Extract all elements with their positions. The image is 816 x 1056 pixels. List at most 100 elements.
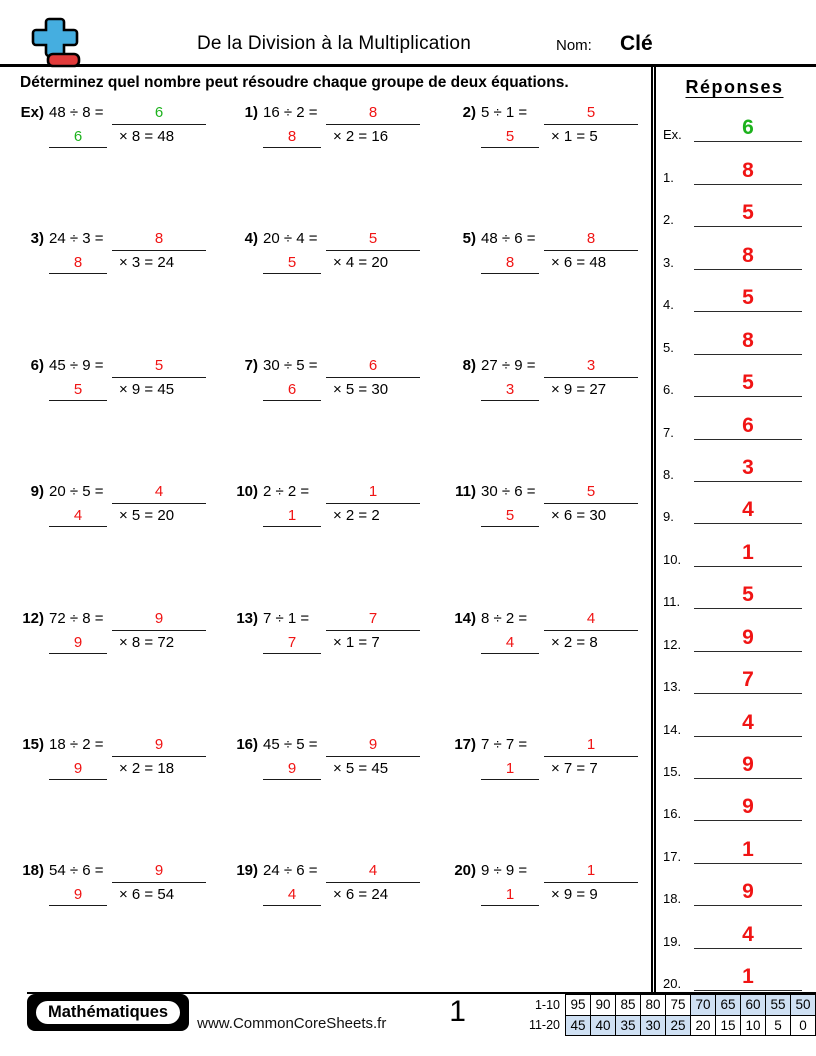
answer-top: 8: [112, 228, 206, 252]
name-value: Clé: [620, 32, 653, 55]
spacer: [432, 757, 476, 780]
problem: 7) 30 ÷ 5 = 6 6 × 5 = 30: [214, 355, 432, 481]
problem-label: 5): [462, 230, 476, 248]
answer-row-label: 7.: [663, 424, 674, 440]
spacer: [432, 251, 476, 274]
problem: 16) 45 ÷ 5 = 9 9 × 5 = 45: [214, 734, 432, 860]
multiplication-equation: × 3 = 24: [119, 254, 175, 272]
grading-cell: 80: [640, 994, 666, 1016]
answer-top: 9: [112, 608, 206, 631]
answer-line: 9: [694, 754, 802, 779]
problems-section: Déterminez quel nombre peut résoudre cha…: [0, 67, 651, 992]
answer-top: 5: [544, 481, 638, 505]
answer-row-label: 14.: [663, 721, 682, 737]
answer-top: 3: [544, 355, 638, 378]
spacer: [214, 757, 258, 780]
answer-line: 5: [694, 286, 802, 313]
division-equation: 16 ÷ 2 =: [263, 104, 318, 121]
answer-row: 5. 8: [663, 312, 806, 355]
answer-row: 6. 5: [663, 355, 806, 398]
grading-table: 1-10 95 90 85 80 75 70 65 60 55 50 11-20 45 40 35 30 25 2…: [529, 994, 816, 1036]
answers-title: Réponses: [685, 77, 784, 97]
website-text: www.CommonCoreSheets.fr: [197, 1015, 387, 1032]
problem-label: 7): [244, 356, 258, 374]
answer-line: 9: [694, 795, 802, 822]
answer-value: 5: [742, 286, 754, 310]
answer-row-label: 3.: [663, 254, 674, 270]
spacer: [214, 251, 258, 274]
spacer: [432, 125, 476, 148]
spacer: [214, 883, 258, 906]
problem: 8) 27 ÷ 9 = 3 3 × 9 = 27: [432, 355, 651, 481]
division-equation: 7 ÷ 1 =: [263, 609, 310, 627]
answers-panel: Réponses Ex. 6 1. 8 2. 5 3. 8 4. 5 5. 8 6. 5 7. 6 8. 3 9. 4…: [651, 67, 816, 992]
grading-row-label: 1-10: [534, 997, 560, 1012]
answer-row: 14. 4: [663, 694, 806, 737]
answer-bottom: 9: [49, 632, 107, 654]
problem: 20) 9 ÷ 9 = 1 1 × 9 = 9: [432, 860, 651, 986]
footer: Mathématiques www.CommonCoreSheets.fr 1 …: [27, 992, 816, 1056]
answer-row: 12. 9: [663, 609, 806, 652]
answer-top: 4: [326, 860, 420, 884]
spacer: [0, 378, 44, 401]
answer-bottom: 1: [481, 884, 539, 907]
problem-label: 2): [462, 104, 476, 121]
answer-bottom: 6: [49, 126, 107, 148]
multiplication-equation: × 5 = 20: [119, 507, 175, 525]
answer-bottom: 5: [263, 252, 321, 275]
multiplication-equation: × 5 = 30: [333, 380, 389, 398]
answer-value: 5: [742, 371, 754, 395]
answer-bottom-wrap: 5: [481, 125, 539, 148]
multiplication-equation: × 7 = 7: [551, 759, 598, 777]
answers-list: Ex. 6 1. 8 2. 5 3. 8 4. 5 5. 8 6. 5 7. 6 8. 3 9. 4 10. 1 11. 5 1…: [663, 100, 806, 992]
answer-top: 7: [326, 608, 420, 631]
answer-bottom-wrap: 8: [49, 251, 107, 275]
answer-bottom: 8: [49, 252, 107, 275]
header: De la Division à la Multiplication Nom: …: [0, 0, 816, 68]
answer-bottom-wrap: 5: [49, 378, 107, 401]
division-equation: 48 ÷ 6 =: [481, 230, 536, 248]
answer-row: 11. 5: [663, 567, 806, 610]
answer-row-label: 2.: [663, 212, 674, 228]
answer-row-label: 9.: [663, 509, 674, 525]
answer-top: 8: [544, 228, 638, 252]
problem: 2) 5 ÷ 1 = 5 5 × 1 = 5: [432, 102, 651, 228]
answer-line: 4: [694, 499, 802, 525]
grading-cell: 10: [740, 1014, 766, 1036]
grading-row: 1-10 95 90 85 80 75 70 65 60 55 50: [529, 994, 816, 1016]
multiplication-equation: × 6 = 48: [551, 254, 607, 272]
grading-cell: 0: [790, 1014, 816, 1036]
answer-top: 1: [544, 734, 638, 757]
problem-label: 11): [455, 483, 476, 501]
answer-row-label: 11.: [663, 594, 681, 610]
grading-row: 11-20 45 40 35 30 25 20 15 10 5 0: [529, 1014, 816, 1036]
answer-value: 4: [742, 710, 754, 734]
problem: 18) 54 ÷ 6 = 9 9 × 6 = 54: [0, 860, 214, 986]
problem-label: 4): [244, 230, 258, 248]
answer-top: 1: [326, 481, 420, 505]
answer-top: 5: [326, 228, 420, 252]
problem-label: 15): [22, 735, 44, 753]
answer-row: 10. 1: [663, 524, 806, 567]
problem: 5) 48 ÷ 6 = 8 8 × 6 = 48: [432, 228, 651, 354]
problem-label: 6): [30, 356, 44, 374]
multiplication-equation: × 5 = 45: [333, 759, 389, 777]
answer-bottom: 5: [49, 379, 107, 401]
answer-bottom: 1: [263, 505, 321, 528]
grading-cell: 15: [715, 1014, 741, 1036]
answer-bottom: 5: [481, 505, 539, 528]
problem-label: 17): [454, 735, 476, 753]
grading-cell: 45: [565, 1014, 591, 1036]
grading-cell: 95: [565, 994, 591, 1016]
answer-row: 7. 6: [663, 397, 806, 440]
name-label: Nom:: [556, 37, 592, 54]
division-equation: 20 ÷ 5 =: [49, 483, 104, 501]
answer-value: 9: [742, 795, 754, 819]
answer-line: 8: [694, 160, 802, 185]
answer-row: Ex. 6: [663, 100, 806, 143]
problem-label: 20): [454, 862, 476, 880]
answer-top: 6: [112, 102, 206, 125]
answer-top: 5: [112, 355, 206, 378]
answer-bottom-wrap: 7: [263, 631, 321, 654]
answer-row-label: 15.: [663, 764, 682, 779]
